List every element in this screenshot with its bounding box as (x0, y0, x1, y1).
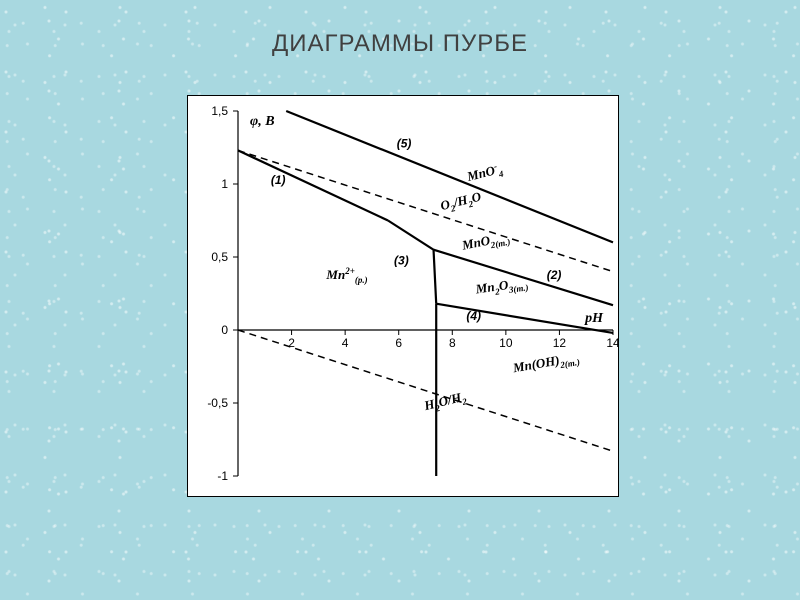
svg-text:10: 10 (499, 336, 513, 350)
svg-text:1,5: 1,5 (211, 104, 228, 118)
svg-text:8: 8 (449, 336, 456, 350)
svg-text:pH: pH (584, 311, 604, 326)
svg-text:Mn2+(р.): Mn2+(р.) (325, 266, 367, 285)
svg-text:(1): (1) (271, 173, 286, 187)
svg-text:(2): (2) (547, 268, 562, 282)
svg-text:-1: -1 (217, 469, 228, 483)
svg-text:1: 1 (221, 177, 228, 191)
svg-text:0: 0 (221, 323, 228, 337)
svg-text:O2/H2O: O2/H2O (439, 188, 484, 216)
pourbaix-diagram: -1 -0,5 0 0,5 1 1,5 2 4 6 8 10 12 14 φ, B pH (1) (2) (3)… (187, 95, 619, 497)
svg-text:MnO-4: MnO-4 (464, 160, 505, 187)
svg-text:φ, B: φ, B (250, 114, 275, 129)
svg-text:-0,5: -0,5 (207, 396, 228, 410)
svg-text:H2O/H2: H2O/H2 (422, 388, 469, 416)
svg-text:(5): (5) (397, 137, 412, 151)
svg-text:4: 4 (342, 336, 349, 350)
svg-text:12: 12 (553, 336, 567, 350)
svg-text:Mn(OH)2(m.): Mn(OH)2(m.) (511, 349, 581, 378)
svg-text:2: 2 (288, 336, 295, 350)
svg-text:6: 6 (395, 336, 402, 350)
svg-text:(4): (4) (466, 309, 481, 323)
svg-text:0,5: 0,5 (211, 250, 228, 264)
svg-text:Mn2O3(m.): Mn2O3(m.) (474, 274, 529, 299)
diagram-svg: -1 -0,5 0 0,5 1 1,5 2 4 6 8 10 12 14 φ, B pH (1) (2) (3)… (188, 96, 618, 496)
svg-text:14: 14 (606, 336, 618, 350)
svg-text:MnO2(m.): MnO2(m.) (460, 229, 511, 256)
page-title: ДИАГРАММЫ ПУРБЕ (0, 30, 800, 58)
svg-text:(3): (3) (394, 253, 409, 267)
